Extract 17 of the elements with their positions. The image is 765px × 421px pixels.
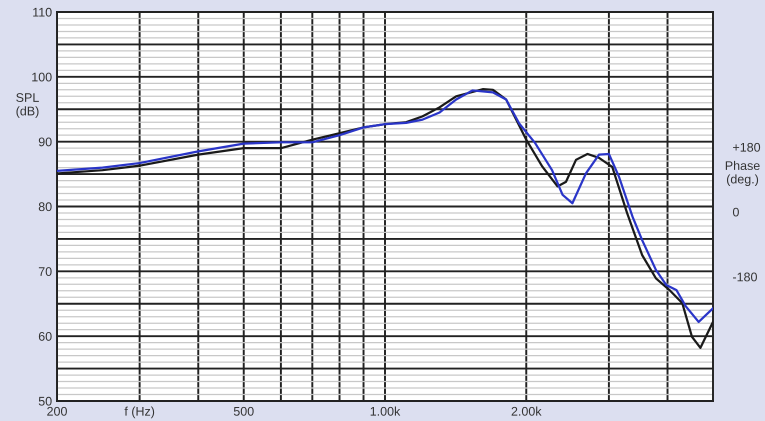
y-tick-label: 100 bbox=[32, 72, 52, 82]
y-tick-label: 50 bbox=[38, 396, 52, 406]
y-tick-label: 80 bbox=[38, 202, 52, 212]
y2-tick-label: 0 bbox=[732, 208, 739, 217]
x-tick-label: 500 bbox=[234, 406, 254, 416]
x-tick-label: 1.00k bbox=[370, 406, 400, 416]
y-tick-label: 90 bbox=[38, 137, 52, 146]
x-tick-label: f (Hz) bbox=[124, 406, 154, 418]
x-tick-label: 200 bbox=[47, 406, 67, 416]
y-axis-title: SPL (dB) bbox=[16, 93, 39, 118]
y2-axis-title: Phase (deg.) bbox=[726, 160, 760, 186]
y2-tick-label: +180 bbox=[733, 142, 760, 152]
y2-tick-label: -180 bbox=[733, 272, 757, 282]
y-tick-label: 60 bbox=[38, 332, 52, 341]
x-tick-label: 2.00k bbox=[512, 406, 542, 416]
y-tick-label: 70 bbox=[38, 267, 52, 276]
y-tick-label: 110 bbox=[33, 8, 52, 17]
